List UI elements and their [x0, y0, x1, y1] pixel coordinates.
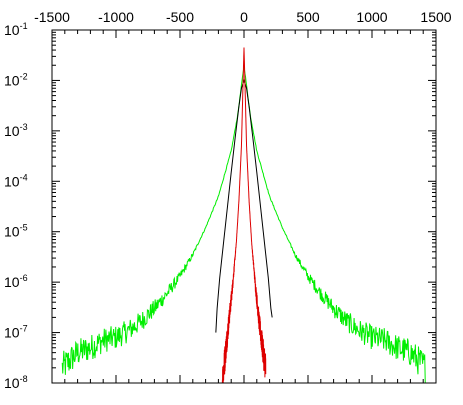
y-tick-label: 10-3 [4, 122, 28, 139]
series-line-3 [221, 47, 267, 384]
y-tick-label: 10-5 [4, 223, 28, 240]
x-tick-label: -1000 [98, 9, 134, 25]
x-tick-label: 500 [296, 9, 320, 25]
y-tick-label: 10-6 [4, 273, 28, 290]
tick-layer [51, 29, 437, 384]
x-tick-label: 1000 [356, 9, 387, 25]
y-tick-label: 10-7 [4, 324, 28, 341]
x-tick-label: -500 [166, 9, 194, 25]
y-tick-label: 10-4 [4, 172, 28, 189]
x-tick-label: 0 [240, 9, 248, 25]
series-line-2 [215, 78, 273, 333]
series-layer [61, 47, 426, 384]
y-tick-label: 10-8 [4, 374, 28, 391]
x-tick-label: -1500 [34, 9, 70, 25]
y-tick-label: 10-1 [4, 21, 28, 38]
label-layer: -1500 -1000 -500 0 500 1000 1500 10-8 10-7 10-6 10… [4, 9, 452, 391]
plot-frame [51, 29, 437, 384]
y-tick-label: 10-2 [4, 71, 28, 88]
x-tick-label: 1500 [420, 9, 451, 25]
